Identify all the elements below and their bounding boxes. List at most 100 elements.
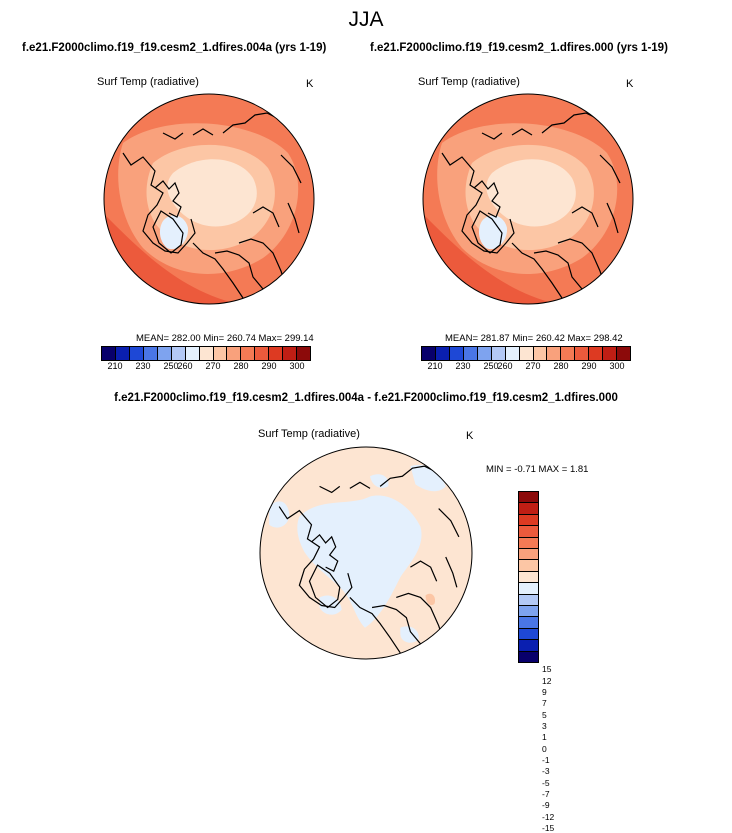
difference-colorbar-swatch (519, 548, 538, 560)
panel-right-variable: Surf Temp (radiative) (418, 76, 520, 88)
difference-title: f.e21.F2000climo.f19_f19.cesm2_1.dfires.… (114, 392, 618, 404)
panel-left-stats: MEAN= 282.00 Min= 260.74 Max= 299.14 (136, 333, 314, 344)
panel-left-colorbar-swatch (282, 347, 297, 360)
difference-colorbar-tick-label: 15 (542, 664, 552, 675)
difference-colorbar-swatch (519, 639, 538, 651)
panel-left-colorbar-tick-label: 230 (135, 361, 151, 371)
difference-colorbar-swatch (519, 536, 538, 549)
panel-right-stats: MEAN= 281.87 Min= 260.42 Max= 298.42 (445, 333, 623, 344)
difference-stats: MIN = -0.71 MAX = 1.81 (486, 464, 589, 475)
panel-left-colorbar-swatch (142, 347, 157, 360)
panel-left-colorbar-swatches (101, 346, 311, 361)
difference-colorbar-swatch (519, 502, 538, 514)
panel-left-case-title: f.e21.F2000climo.f19_f19.cesm2_1.dfires.… (22, 42, 327, 54)
panel-right-colorbar-swatch (616, 347, 631, 360)
panel-right-colorbar-tick-label: 270 (525, 361, 541, 371)
panel-left-colorbar-swatch (198, 347, 213, 360)
difference-colorbar-tick-label: -7 (542, 788, 550, 799)
panel-left-colorbar-swatch (102, 347, 115, 360)
difference-colorbar-tick-label: -9 (542, 800, 550, 811)
panel-left-colorbar-ticks: 210 230 250 260 270 280 290 300 (101, 361, 311, 373)
panel-left-colorbar-swatch (226, 347, 241, 360)
panel-left-colorbar-tick-label: 210 (107, 361, 123, 371)
panel-right-colorbar-swatch (490, 347, 505, 360)
difference-colorbar-swatch (519, 616, 538, 628)
panel-right-colorbar-swatch (518, 347, 533, 360)
panel-left-variable: Surf Temp (radiative) (97, 76, 199, 88)
difference-colorbar: 15 12 9 7 5 3 1 0 -1 -3 -5 -7 -9 -12 -15 (518, 491, 578, 833)
panel-right-units: K (626, 78, 634, 90)
panel-right-colorbar-swatch (434, 347, 449, 360)
difference-colorbar-tick-label: -1 (542, 754, 550, 765)
panel-left-colorbar-swatch (254, 347, 269, 360)
panel-right-colorbar-swatch (560, 347, 575, 360)
difference-colorbar-tick-label: -12 (542, 811, 555, 822)
difference-colorbar-tick-label: 12 (542, 675, 552, 686)
panel-left-colorbar-swatch (128, 347, 143, 360)
panel-right-colorbar-tick-label: 230 (455, 361, 471, 371)
panel-right-colorbar-tick-label: 250 (483, 361, 499, 371)
difference-colorbar-tick-label: -5 (542, 777, 550, 788)
panel-left-colorbar-swatch (212, 347, 227, 360)
panel-right-colorbar-swatch (588, 347, 603, 360)
panel-right-polar-map (422, 93, 634, 305)
difference-colorbar-tick-label: -15 (542, 822, 555, 833)
difference-colorbar-swatch (519, 650, 538, 663)
difference-variable: Surf Temp (radiative) (258, 428, 360, 440)
panel-right-colorbar-swatch (574, 347, 589, 360)
difference-colorbar-ticks: 15 12 9 7 5 3 1 0 -1 -3 -5 -7 -9 -12 -15 (542, 663, 578, 833)
panel-right-colorbar-tick-label: 280 (553, 361, 569, 371)
panel-right-colorbar-tick-label: 260 (497, 361, 513, 371)
panel-right-colorbar-swatch (504, 347, 519, 360)
panel-left-colorbar-swatch (268, 347, 283, 360)
difference-colorbar-swatch (519, 525, 538, 537)
panel-right-colorbar-swatch (448, 347, 463, 360)
difference-colorbar-swatch (519, 513, 538, 526)
panel-left-colorbar: 210 230 250 260 270 280 290 300 (101, 346, 311, 373)
difference-colorbar-swatch (519, 582, 538, 594)
panel-right-colorbar-swatch (532, 347, 547, 360)
panel-left-polar-map (103, 93, 315, 305)
panel-left-colorbar-tick-label: 260 (177, 361, 193, 371)
panel-right-colorbar: 210 230 250 260 270 280 290 300 (421, 346, 631, 373)
difference-colorbar-swatch (519, 559, 538, 571)
difference-colorbar-swatches (518, 491, 539, 663)
panel-right-colorbar-swatch (546, 347, 561, 360)
difference-colorbar-tick-label: 1 (542, 732, 547, 743)
panel-right-colorbar-swatch (422, 347, 435, 360)
panel-left-colorbar-tick-label: 290 (261, 361, 277, 371)
panel-left-colorbar-swatch (184, 347, 199, 360)
panel-left-colorbar-tick-label: 280 (233, 361, 249, 371)
panel-left-colorbar-swatch (240, 347, 255, 360)
difference-colorbar-tick-label: -3 (542, 766, 550, 777)
difference-units: K (466, 430, 474, 442)
difference-colorbar-tick-label: 9 (542, 686, 547, 697)
difference-polar-map (259, 446, 473, 660)
panel-right-colorbar-tick-label: 210 (427, 361, 443, 371)
panel-right-colorbar-swatch (476, 347, 491, 360)
panel-right-colorbar-swatch (602, 347, 617, 360)
panel-right-colorbar-ticks: 210 230 250 260 270 280 290 300 (421, 361, 631, 373)
panel-left-units: K (306, 78, 314, 90)
panel-right-colorbar-tick-label: 300 (609, 361, 625, 371)
panel-right-colorbar-tick-label: 290 (581, 361, 597, 371)
difference-colorbar-tick-label: 3 (542, 720, 547, 731)
panel-right-case-title: f.e21.F2000climo.f19_f19.cesm2_1.dfires.… (370, 42, 668, 54)
difference-colorbar-swatch (519, 492, 538, 503)
panel-right-colorbar-swatch (462, 347, 477, 360)
difference-colorbar-swatch (519, 605, 538, 617)
panel-left-colorbar-swatch (296, 347, 311, 360)
panel-right-colorbar-swatches (421, 346, 631, 361)
difference-colorbar-tick-label: 0 (542, 743, 547, 754)
difference-colorbar-swatch (519, 593, 538, 606)
panel-left-colorbar-tick-label: 270 (205, 361, 221, 371)
panel-left-colorbar-swatch (156, 347, 171, 360)
difference-colorbar-tick-label: 7 (542, 698, 547, 709)
difference-colorbar-tick-label: 5 (542, 709, 547, 720)
panel-left-colorbar-tick-label: 300 (289, 361, 305, 371)
panel-left-colorbar-tick-label: 250 (163, 361, 179, 371)
difference-colorbar-swatch (519, 627, 538, 640)
panel-left-colorbar-swatch (114, 347, 129, 360)
season-title: JJA (348, 8, 384, 31)
panel-left-colorbar-swatch (170, 347, 185, 360)
